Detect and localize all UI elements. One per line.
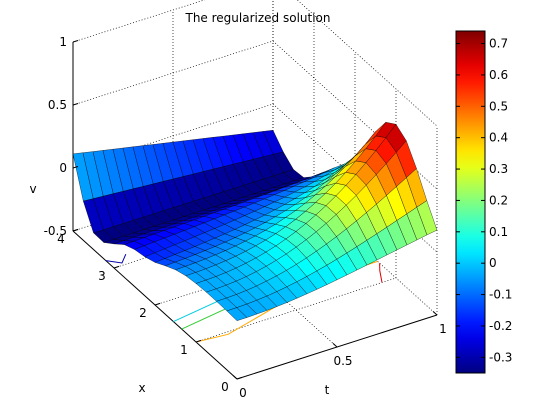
y-tick-label: 0 bbox=[221, 380, 229, 394]
colorbar-tick-label: 0 bbox=[489, 256, 497, 270]
grid-line bbox=[72, 103, 274, 169]
z-axis-label: v bbox=[29, 182, 36, 196]
x-tick-label: 0.5 bbox=[333, 354, 352, 368]
y-tick-mark bbox=[195, 339, 202, 343]
z-tick-label: 1 bbox=[59, 35, 67, 49]
x-axis-label: t bbox=[325, 383, 330, 397]
grid-line bbox=[272, 40, 438, 190]
axis-ticks: -0.5 0 0.5 1 0 1 2 3 4 0 0.5 1 bbox=[44, 35, 447, 400]
colorbar-tick-label: 0.1 bbox=[489, 225, 508, 239]
x-tick-mark bbox=[232, 375, 238, 380]
colorbar-tick-label: 0.3 bbox=[489, 162, 508, 176]
z-tick-label: 0.5 bbox=[48, 98, 67, 112]
y-tick-mark bbox=[72, 228, 79, 232]
colorbar-tick-label: -0.1 bbox=[489, 288, 512, 302]
grid-line bbox=[172, 198, 338, 348]
z-tick-mark bbox=[72, 40, 79, 43]
grid-line bbox=[195, 277, 397, 343]
x-tick-mark bbox=[432, 311, 438, 316]
grid-line bbox=[72, 40, 274, 106]
y-tick-mark bbox=[113, 265, 120, 269]
chart-title: The regularized solution bbox=[185, 11, 331, 25]
surface-patch bbox=[416, 200, 438, 236]
colorbar-tick-label: 0.4 bbox=[489, 131, 508, 145]
grid-line bbox=[296, 0, 438, 127]
x-tick-label: 1 bbox=[439, 322, 447, 336]
colorbar-tick-label: 0.6 bbox=[489, 68, 508, 82]
x-tick-mark bbox=[332, 343, 338, 348]
y-tick-label: 3 bbox=[98, 269, 106, 283]
z-tick-label: -0.5 bbox=[44, 224, 67, 238]
colorbar-tick-label: -0.2 bbox=[489, 319, 512, 333]
colorbar-gradient bbox=[455, 30, 486, 374]
colorbar: 0.7 0.6 0.5 0.4 0.3 0.2 0.1 0 -0.1 -0.2 -0.3 bbox=[455, 30, 512, 374]
x-tick-label: 0 bbox=[239, 386, 247, 400]
contour-line bbox=[105, 254, 127, 264]
contour-line bbox=[379, 263, 383, 283]
colorbar-tick-label: 0.7 bbox=[489, 37, 508, 51]
colorbar-tick-label: 0.5 bbox=[489, 99, 508, 113]
z-tick-label: 0 bbox=[59, 161, 67, 175]
colorbar-tick-label: 0.2 bbox=[489, 193, 508, 207]
y-tick-label: 4 bbox=[57, 232, 65, 246]
y-tick-mark bbox=[236, 376, 243, 380]
z-tick-mark bbox=[72, 103, 79, 106]
z-tick-mark bbox=[72, 166, 79, 169]
surface-mesh bbox=[72, 122, 438, 321]
grid-line bbox=[272, 103, 438, 253]
y-tick-mark bbox=[154, 302, 161, 306]
y-tick-label: 1 bbox=[180, 343, 188, 357]
y-tick-label: 2 bbox=[139, 306, 147, 320]
y-axis-label: x bbox=[138, 381, 145, 395]
colorbar-tick-label: -0.3 bbox=[489, 350, 512, 364]
